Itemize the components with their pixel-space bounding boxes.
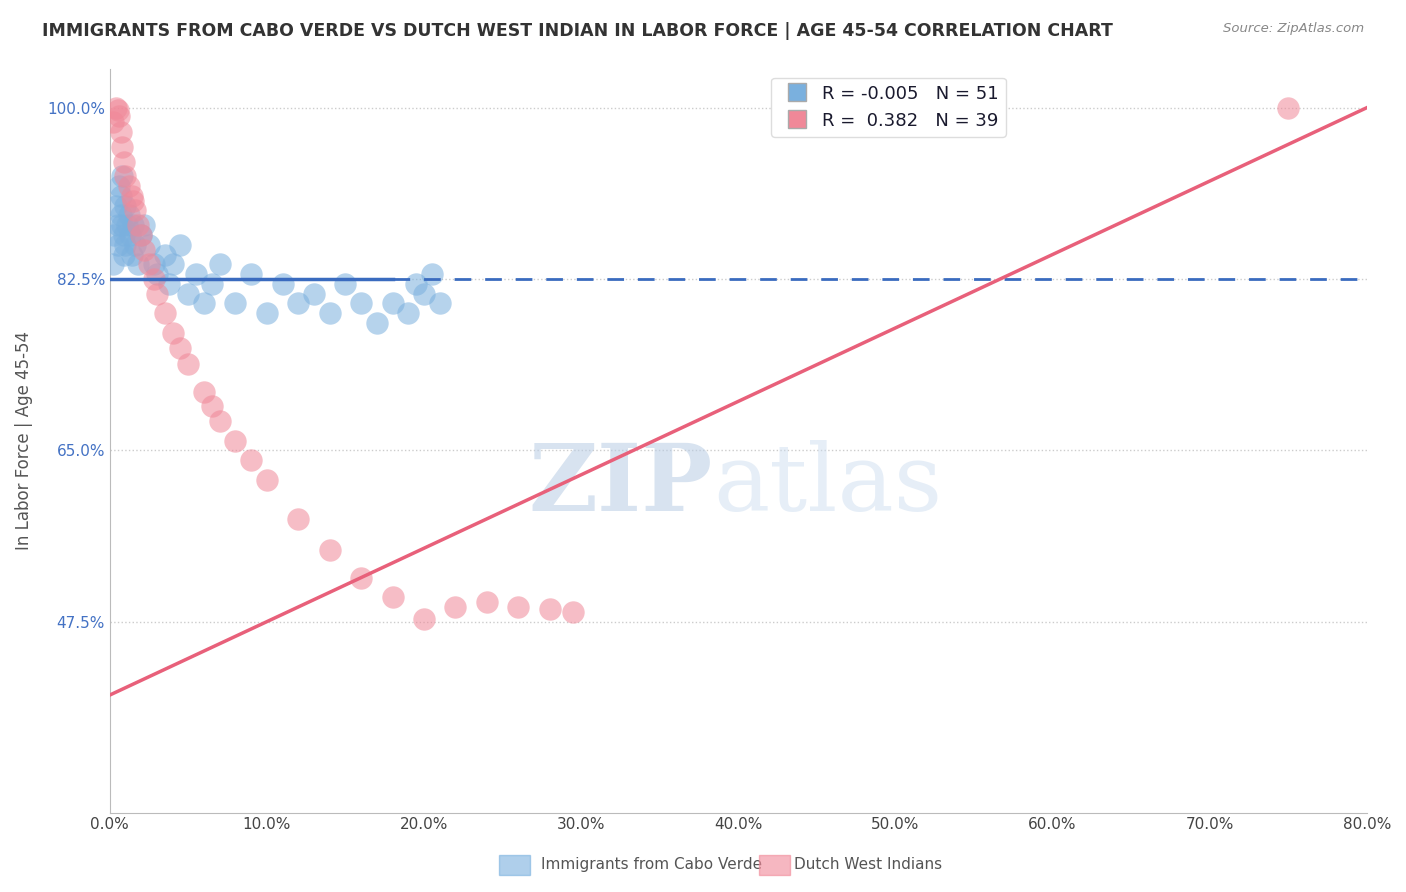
Point [444,599,467,614]
Point [112,154,135,169]
Point [366,316,388,330]
Point [146,286,169,301]
Point [508,599,530,614]
Point [271,277,294,291]
Text: Dutch West Indians: Dutch West Indians [794,857,942,872]
Point [153,306,176,320]
Point [193,384,215,399]
Point [413,286,436,301]
Point [153,247,176,261]
Point [193,296,215,310]
Point [127,257,149,271]
Point [350,571,373,585]
Point [240,267,263,281]
Point [138,237,160,252]
Point [122,194,145,208]
Point [224,434,246,448]
Point [538,602,561,616]
Point [177,286,200,301]
Point [114,169,136,184]
Point [129,227,152,242]
Point [413,612,436,626]
Point [169,237,191,252]
Point [169,341,191,355]
Point [114,198,136,212]
Point [224,296,246,310]
Point [142,257,165,271]
Point [287,512,309,526]
Point [319,306,342,320]
Point [110,125,132,139]
Legend: R = -0.005   N = 51, R =  0.382   N = 39: R = -0.005 N = 51, R = 0.382 N = 39 [772,78,1005,137]
Point [111,169,134,184]
Text: IMMIGRANTS FROM CABO VERDE VS DUTCH WEST INDIAN IN LABOR FORCE | AGE 45-54 CORRE: IMMIGRANTS FROM CABO VERDE VS DUTCH WEST… [42,22,1114,40]
Point [101,115,124,129]
Point [562,605,585,619]
Point [142,272,165,286]
Point [429,296,451,310]
Point [1277,101,1299,115]
Point [201,399,224,413]
Text: Immigrants from Cabo Verde: Immigrants from Cabo Verde [541,857,762,872]
Point [177,357,200,371]
Point [162,326,184,340]
Point [124,237,146,252]
Text: Source: ZipAtlas.com: Source: ZipAtlas.com [1223,22,1364,36]
Point [335,277,357,291]
Point [105,198,128,212]
Point [105,101,128,115]
Point [121,247,143,261]
Point [108,179,131,194]
Point [124,203,146,218]
Point [117,208,139,222]
Point [319,543,342,558]
Point [112,247,135,261]
Point [110,208,132,222]
Point [107,237,129,252]
Point [287,296,309,310]
Point [112,227,135,242]
Point [115,218,138,232]
Point [350,296,373,310]
Point [208,257,231,271]
Point [159,277,181,291]
Point [134,243,156,257]
Y-axis label: In Labor Force | Age 45-54: In Labor Force | Age 45-54 [15,331,32,550]
Point [240,453,263,467]
Point [120,227,142,242]
Point [405,277,427,291]
Point [111,140,134,154]
Point [162,257,184,271]
Point [302,286,325,301]
Text: atlas: atlas [713,440,942,530]
Point [381,296,404,310]
Point [114,237,136,252]
Point [110,188,132,202]
Point [107,218,129,232]
Point [186,267,208,281]
Point [107,103,129,117]
Point [208,414,231,428]
Point [117,179,139,194]
Point [475,595,498,609]
Point [138,257,160,271]
Point [103,227,125,242]
Point [121,188,143,202]
Point [111,218,134,232]
Point [201,277,224,291]
Point [420,267,443,281]
Point [134,218,156,232]
Point [122,218,145,232]
Point [381,590,404,604]
Text: ZIP: ZIP [529,440,713,530]
Point [146,267,169,281]
Point [256,473,278,487]
Point [396,306,419,320]
Point [101,257,124,271]
Point [127,218,149,232]
Point [108,108,131,122]
Point [256,306,278,320]
Point [129,227,152,242]
